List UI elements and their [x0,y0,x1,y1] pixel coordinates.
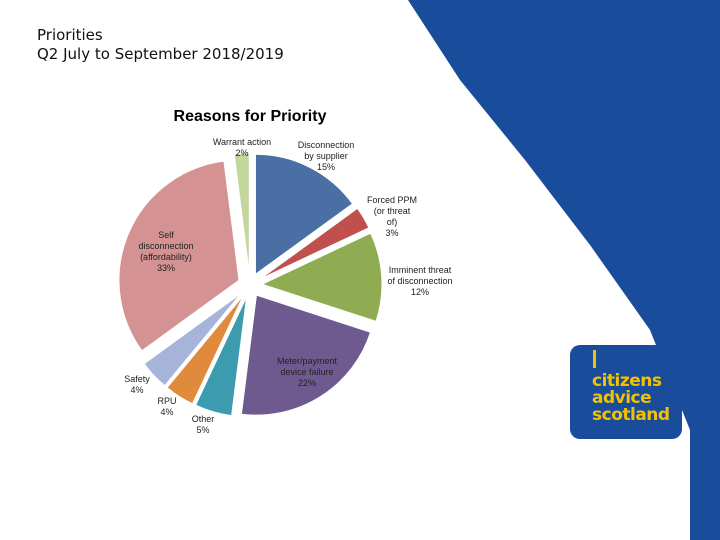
pie-label-warrant-action: Warrant action 2% [213,137,271,158]
pie-slice-imminent-threat-of-disconnection [260,232,383,322]
pie-label-forced-ppm-or-threat-of: Forced PPM (or threat of) 3% [367,195,417,238]
logo-text: citizens advice scotland [592,373,670,424]
pie-slice-rpu [166,294,245,405]
pie-slice-meter-payment-device-failure [240,294,372,416]
pie-slice-forced-ppm-or-threat-of [260,207,370,280]
pie-slice-disconnection-by-supplier [254,153,354,276]
logo-line-1: citizens [592,371,662,391]
slide-title-line1: Priorities [37,26,103,44]
pie-slice-warrant-action [233,152,250,274]
pie-slice-other [194,296,248,417]
pie-label-disconnection-by-supplier: Disconnection by supplier 15% [298,140,355,172]
slide-title-line2: Q2 July to September 2018/2019 [37,45,284,63]
pie-label-safety: Safety 4% [124,374,150,395]
chart-title: Reasons for Priority [173,108,327,125]
pie-label-imminent-threat-of-disconnection: Imminent threat of disconnection 12% [387,265,452,297]
pie-slice-safety [143,292,242,387]
pie-slice-self-disconnection-affordability [118,160,240,352]
pie-label-self-disconnection-affordability: Self disconnection (affordability) 33% [138,230,193,273]
pie-label-meter-payment-device-failure: Meter/payment device failure 22% [277,356,338,388]
logo-line-3: scotland [592,405,670,425]
citizens-advice-scotland-logo: citizens advice scotland [570,345,682,439]
pie-label-other: Other 5% [192,414,215,435]
logo-accent-bar [593,350,596,368]
slide-title: Priorities Q2 July to September 2018/201… [37,26,284,64]
pie-label-rpu: RPU 4% [157,396,176,417]
blue-swoosh-shape [408,0,720,540]
logo-line-2: advice [592,388,652,408]
